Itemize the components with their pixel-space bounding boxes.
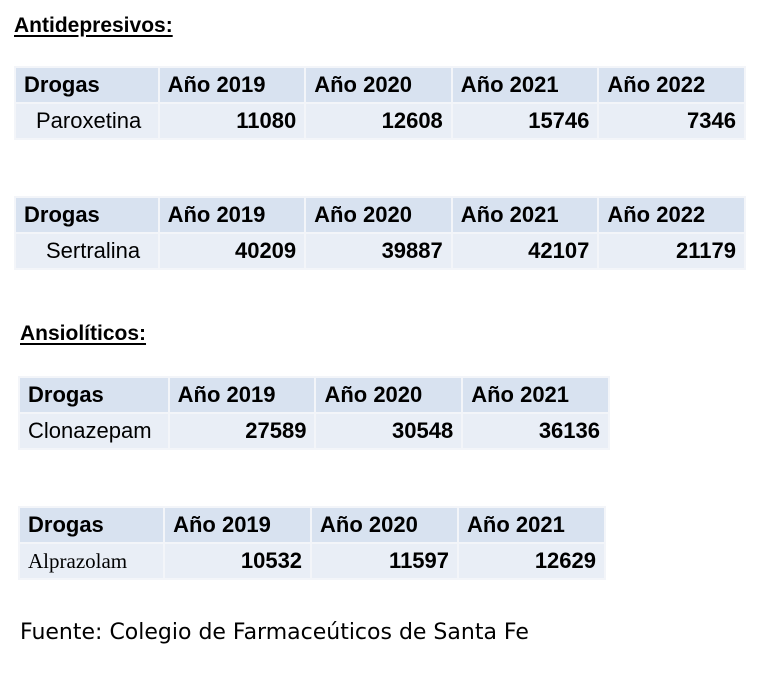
header-cell: Año 2020: [316, 378, 462, 412]
table-paroxetina: Drogas Año 2019 Año 2020 Año 2021 Año 20…: [14, 66, 746, 140]
header-cell: Año 2020: [306, 68, 451, 102]
table-row: Paroxetina 11080 12608 15746 7346: [16, 104, 744, 138]
header-cell: Drogas: [16, 68, 158, 102]
header-cell: Año 2019: [159, 198, 305, 232]
value-cell: 42107: [452, 234, 598, 268]
drug-name: Clonazepam: [20, 414, 168, 448]
source-note: Fuente: Colegio de Farmaceúticos de Sant…: [20, 620, 529, 645]
value-cell: 7346: [599, 104, 744, 138]
value-cell: 11597: [312, 544, 458, 578]
header-cell: Año 2021: [459, 508, 604, 542]
table-row: Clonazepam 27589 30548 36136: [20, 414, 608, 448]
table-header-row: Drogas Año 2019 Año 2020 Año 2021: [20, 508, 604, 542]
table-alprazolam: Drogas Año 2019 Año 2020 Año 2021 Alpraz…: [18, 506, 606, 580]
value-cell: 30548: [316, 414, 462, 448]
header-cell: Drogas: [20, 378, 168, 412]
table-header-row: Drogas Año 2019 Año 2020 Año 2021: [20, 378, 608, 412]
header-cell: Año 2019: [169, 378, 315, 412]
header-cell: Año 2020: [306, 198, 451, 232]
value-cell: 40209: [159, 234, 305, 268]
table-row: Alprazolam 10532 11597 12629: [20, 544, 604, 578]
value-cell: 12608: [306, 104, 451, 138]
header-cell: Año 2021: [452, 68, 598, 102]
drug-name: Alprazolam: [20, 544, 164, 578]
value-cell: 12629: [459, 544, 604, 578]
value-cell: 10532: [165, 544, 311, 578]
table-header-row: Drogas Año 2019 Año 2020 Año 2021 Año 20…: [16, 68, 744, 102]
drug-name: Sertralina: [16, 234, 158, 268]
header-cell: Año 2019: [159, 68, 305, 102]
value-cell: 11080: [159, 104, 305, 138]
header-cell: Año 2022: [599, 198, 744, 232]
table-clonazepam: Drogas Año 2019 Año 2020 Año 2021 Clonaz…: [18, 376, 610, 450]
header-cell: Año 2020: [312, 508, 458, 542]
header-cell: Año 2021: [463, 378, 608, 412]
header-cell: Año 2019: [165, 508, 311, 542]
drug-name: Paroxetina: [16, 104, 158, 138]
value-cell: 15746: [452, 104, 598, 138]
section-title-antidepresivos: Antidepresivos:: [14, 14, 173, 37]
header-cell: Año 2022: [599, 68, 744, 102]
value-cell: 27589: [169, 414, 315, 448]
value-cell: 21179: [599, 234, 744, 268]
value-cell: 39887: [306, 234, 451, 268]
section-title-ansioliticos: Ansiolíticos:: [20, 322, 147, 345]
table-sertralina: Drogas Año 2019 Año 2020 Año 2021 Año 20…: [14, 196, 746, 270]
table-row: Sertralina 40209 39887 42107 21179: [16, 234, 744, 268]
value-cell: 36136: [463, 414, 608, 448]
header-cell: Drogas: [20, 508, 164, 542]
header-cell: Año 2021: [452, 198, 598, 232]
table-header-row: Drogas Año 2019 Año 2020 Año 2021 Año 20…: [16, 198, 744, 232]
header-cell: Drogas: [16, 198, 158, 232]
